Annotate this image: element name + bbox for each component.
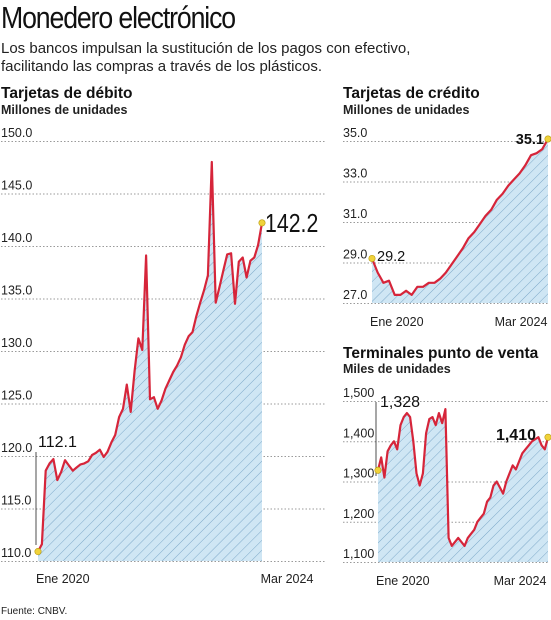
pos-x-tick-label: Ene 2020 bbox=[376, 574, 430, 588]
pos-end-value-label: 1,410 bbox=[496, 427, 536, 444]
debit-y-tick-label: 120.0 bbox=[1, 441, 32, 455]
pos-x-tick-label: Mar 2024 bbox=[494, 574, 547, 588]
pos-start-value-label: 1,328 bbox=[380, 394, 420, 411]
pos-y-tick-label: 1,400 bbox=[343, 426, 374, 440]
debit-y-tick-label: 135.0 bbox=[1, 284, 32, 298]
debit-y-tick-label: 110.0 bbox=[1, 546, 31, 560]
debit-chart-title: Tarjetas de débito bbox=[1, 85, 133, 102]
credit-y-tick-label: 31.0 bbox=[343, 207, 367, 221]
credit-y-tick-label: 35.0 bbox=[343, 126, 367, 140]
page-title: Monedero electrónico bbox=[1, 0, 236, 35]
debit-start-value-label: 112.1 bbox=[38, 434, 77, 451]
source-note: Fuente: CNBV. bbox=[1, 606, 68, 617]
pos-chart-title: Terminales punto de venta bbox=[343, 345, 539, 362]
debit-x-tick-label: Mar 2024 bbox=[261, 572, 314, 586]
debit-area bbox=[38, 162, 262, 561]
credit-y-tick-label: 29.0 bbox=[343, 248, 367, 262]
pos-y-tick-label: 1,500 bbox=[343, 386, 374, 400]
credit-end-value-label: 35.1 bbox=[516, 132, 544, 148]
pos-end-point bbox=[544, 433, 551, 441]
page-subtitle: Los bancos impulsan la sustitución de lo… bbox=[1, 40, 411, 75]
debit-y-tick-label: 125.0 bbox=[1, 389, 32, 403]
pos-chart-units: Miles de unidades bbox=[343, 362, 451, 376]
credit-chart-units: Millones de unidades bbox=[343, 103, 470, 117]
pos-area bbox=[378, 409, 548, 562]
debit-series-line bbox=[37, 160, 264, 553]
debit-y-tick-label: 150.0 bbox=[1, 126, 32, 140]
credit-chart-title: Tarjetas de crédito bbox=[343, 85, 480, 102]
debit-y-tick-label: 145.0 bbox=[1, 179, 32, 193]
credit-series-line bbox=[370, 138, 549, 296]
pos-y-tick-label: 1,100 bbox=[343, 547, 374, 561]
credit-chart: 27.0 29.0 31.0 33.0 35.0 29.2 35.1 Ene 2020 Mar … bbox=[343, 126, 551, 329]
credit-start-value-label: 29.2 bbox=[377, 249, 405, 265]
credit-x-tick-label: Ene 2020 bbox=[370, 315, 424, 329]
debit-y-tick-label: 130.0 bbox=[1, 336, 32, 350]
pos-y-tick-label: 1,200 bbox=[343, 507, 374, 521]
debit-y-tick-label: 140.0 bbox=[1, 231, 32, 245]
debit-x-tick-label: Ene 2020 bbox=[36, 572, 90, 586]
credit-end-point bbox=[544, 135, 551, 143]
pos-start-point bbox=[374, 466, 382, 474]
credit-y-tick-label: 27.0 bbox=[343, 288, 367, 302]
debit-y-tick-label: 115.0 bbox=[1, 494, 31, 508]
pos-y-tick-label: 1,300 bbox=[343, 467, 374, 481]
debit-end-point bbox=[258, 219, 266, 227]
credit-start-point bbox=[368, 254, 376, 262]
debit-chart-units: Millones de unidades bbox=[1, 103, 128, 117]
credit-area bbox=[372, 139, 548, 303]
credit-y-tick-label: 33.0 bbox=[343, 167, 367, 181]
debit-end-value-label: 142.2 bbox=[265, 209, 318, 239]
debit-start-point bbox=[34, 548, 42, 556]
credit-x-tick-label: Mar 2024 bbox=[495, 315, 548, 329]
pos-series-line bbox=[376, 408, 550, 547]
pos-chart: 1,100 1,200 1,300 1,400 1,500 1,328 1,410 Ene 2… bbox=[343, 386, 551, 588]
debit-chart: 110.0 115.0 120.0 125.0 130.0 135.0 140.0 145.0… bbox=[1, 126, 325, 586]
